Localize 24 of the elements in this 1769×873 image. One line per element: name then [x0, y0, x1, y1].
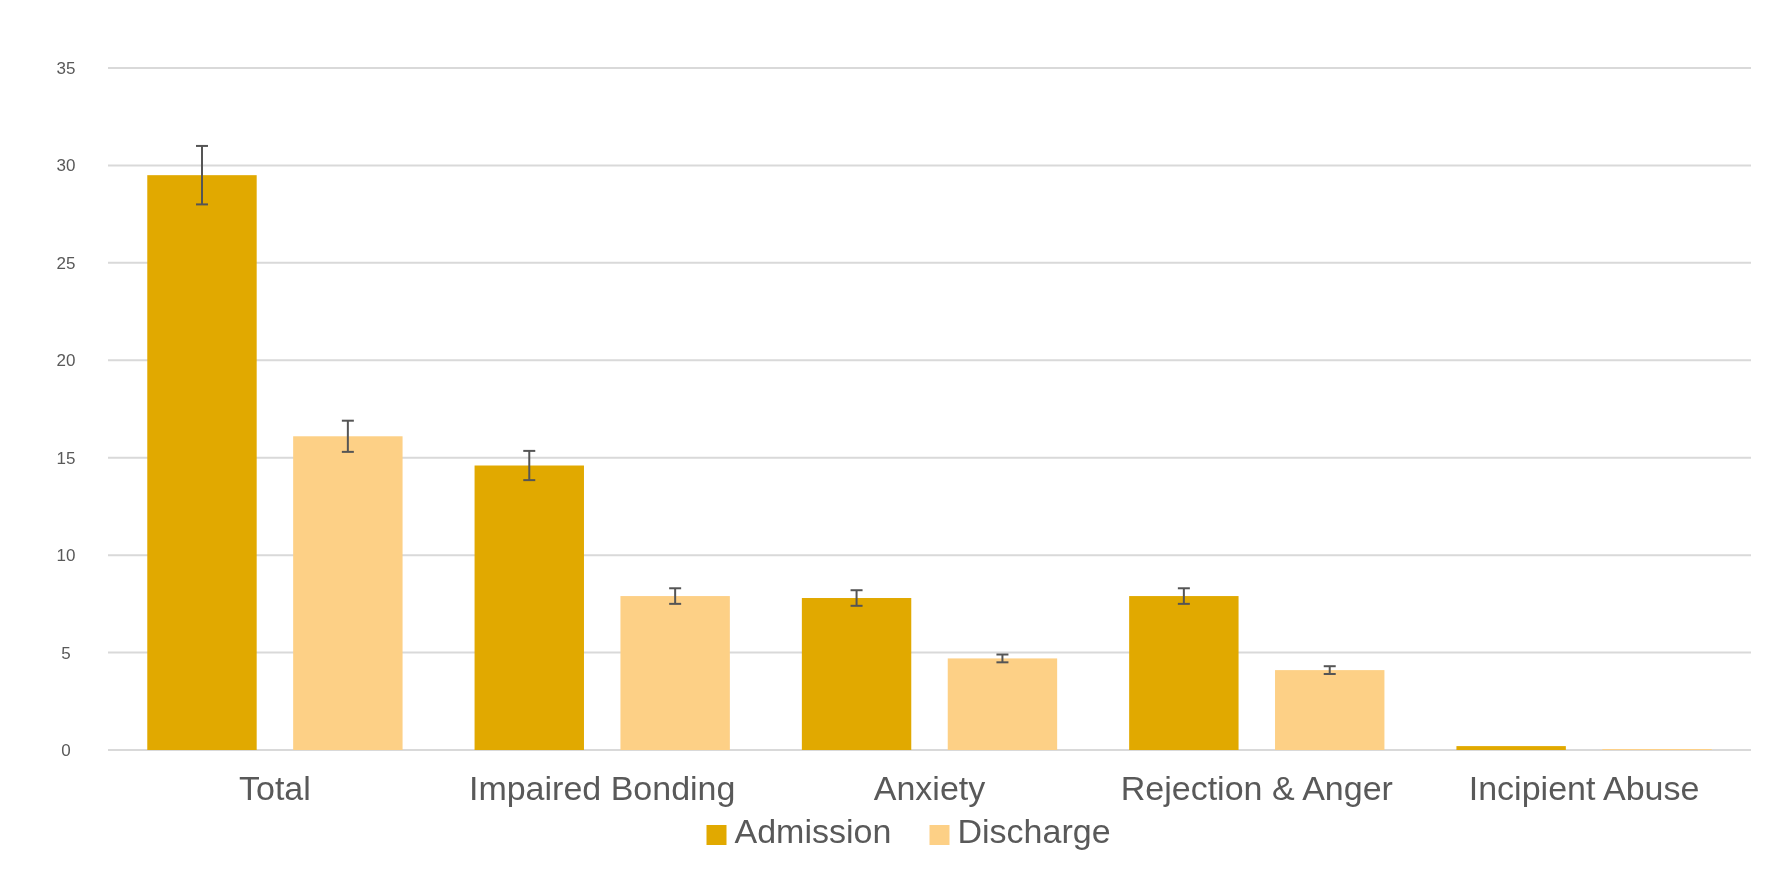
- bar: [1456, 746, 1566, 750]
- bar: [293, 436, 403, 750]
- y-tick-label: 10: [56, 546, 76, 566]
- x-tick-label: Anxiety: [873, 769, 986, 807]
- legend-label: Admission: [734, 812, 892, 850]
- bar: [147, 175, 257, 750]
- y-tick-label: 5: [61, 643, 71, 663]
- bar: [474, 465, 584, 750]
- y-tick-label: 25: [56, 253, 76, 273]
- x-tick-label: Incipient Abuse: [1468, 769, 1700, 807]
- y-tick-label: 35: [56, 58, 76, 78]
- legend-label: Discharge: [957, 812, 1111, 850]
- bar: [1275, 670, 1385, 750]
- bar: [620, 596, 730, 750]
- x-tick-label: Total: [239, 769, 311, 807]
- y-tick-label: 0: [61, 740, 71, 760]
- x-tick-label: Rejection & Anger: [1120, 769, 1393, 807]
- y-tick-label: 30: [56, 156, 76, 176]
- bar: [947, 658, 1058, 750]
- bar: [801, 598, 912, 750]
- bar: [1129, 596, 1239, 750]
- y-tick-label: 20: [56, 351, 76, 371]
- x-tick-label: Impaired Bonding: [468, 769, 736, 807]
- y-tick-label: 15: [56, 448, 76, 468]
